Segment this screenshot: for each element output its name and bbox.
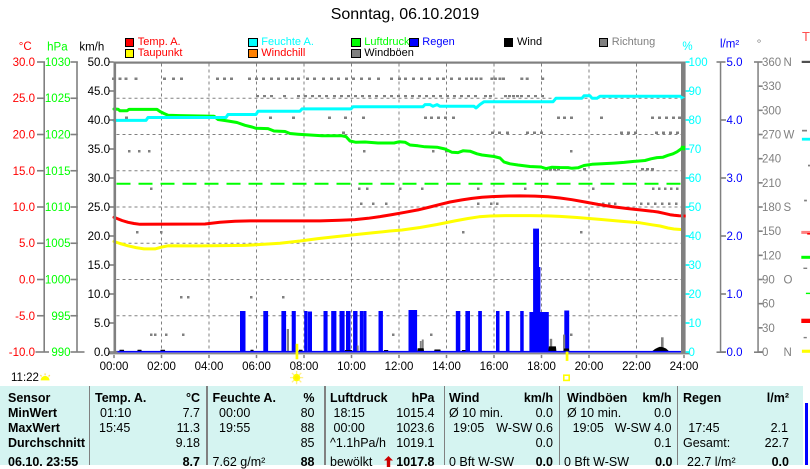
svg-text:180: 180 xyxy=(762,202,781,214)
svg-text:06:00: 06:00 xyxy=(242,361,271,373)
svg-text:%: % xyxy=(682,41,692,53)
svg-text:08:00: 08:00 xyxy=(290,361,319,373)
svg-text:80: 80 xyxy=(689,115,702,127)
svg-text:15.0: 15.0 xyxy=(88,260,110,272)
svg-text:995: 995 xyxy=(51,311,70,323)
svg-text:1005: 1005 xyxy=(45,238,71,250)
svg-text:15.0: 15.0 xyxy=(13,166,35,178)
svg-text:330: 330 xyxy=(762,81,781,93)
svg-text:1020: 1020 xyxy=(45,130,71,142)
svg-text:-5.0: -5.0 xyxy=(15,311,35,323)
svg-text:10:00: 10:00 xyxy=(337,361,366,373)
svg-text:4.0: 4.0 xyxy=(727,115,743,127)
svg-text:10.0: 10.0 xyxy=(13,202,35,214)
svg-text:25.0: 25.0 xyxy=(88,202,110,214)
svg-text:22:00: 22:00 xyxy=(622,361,651,373)
svg-text:N: N xyxy=(784,57,792,69)
svg-text:T: T xyxy=(802,29,810,44)
svg-text:00:00: 00:00 xyxy=(100,361,129,373)
svg-text:l/m²: l/m² xyxy=(720,39,739,51)
svg-text:0.0: 0.0 xyxy=(94,347,110,359)
svg-text:1030: 1030 xyxy=(45,57,71,69)
svg-text:20.0: 20.0 xyxy=(13,130,35,142)
svg-text:20.0: 20.0 xyxy=(88,231,110,243)
svg-text:3.0: 3.0 xyxy=(727,173,743,185)
svg-text:30.0: 30.0 xyxy=(13,57,35,69)
svg-text:35.0: 35.0 xyxy=(88,144,110,156)
svg-text:1010: 1010 xyxy=(45,202,71,214)
svg-text:1025: 1025 xyxy=(45,93,71,105)
svg-text:W: W xyxy=(784,130,795,142)
svg-text:04:00: 04:00 xyxy=(195,361,224,373)
svg-text:20:00: 20:00 xyxy=(575,361,604,373)
svg-text:990: 990 xyxy=(51,347,70,359)
svg-text:90: 90 xyxy=(762,275,775,287)
svg-text:100: 100 xyxy=(689,57,708,69)
svg-text:5.0: 5.0 xyxy=(727,57,743,69)
svg-text:12:00: 12:00 xyxy=(385,361,414,373)
svg-text:210: 210 xyxy=(762,178,781,190)
svg-text:25.0: 25.0 xyxy=(13,93,35,105)
svg-text:1015: 1015 xyxy=(45,166,71,178)
svg-text:60: 60 xyxy=(762,299,775,311)
svg-text:10.0: 10.0 xyxy=(88,289,110,301)
svg-text:45.0: 45.0 xyxy=(88,86,110,98)
svg-text:50.0: 50.0 xyxy=(88,57,110,69)
svg-text:150: 150 xyxy=(762,226,781,238)
svg-text:30: 30 xyxy=(762,323,775,335)
svg-text:S: S xyxy=(784,202,792,214)
svg-text:30.0: 30.0 xyxy=(88,173,110,185)
svg-text:60: 60 xyxy=(689,173,702,185)
svg-text:30: 30 xyxy=(689,260,702,272)
svg-text:10: 10 xyxy=(689,318,702,330)
svg-text:240: 240 xyxy=(762,154,781,166)
svg-text:0.0: 0.0 xyxy=(727,347,743,359)
svg-text:-10.0: -10.0 xyxy=(9,347,35,359)
svg-text:N: N xyxy=(784,347,792,359)
svg-text:20: 20 xyxy=(689,289,702,301)
svg-text:2.0: 2.0 xyxy=(727,231,743,243)
svg-text:70: 70 xyxy=(689,144,702,156)
svg-text:16:00: 16:00 xyxy=(480,361,509,373)
svg-text:°C: °C xyxy=(19,41,32,53)
svg-text:5.0: 5.0 xyxy=(94,318,110,330)
svg-text:5.0: 5.0 xyxy=(19,238,35,250)
svg-text:hPa: hPa xyxy=(47,42,68,54)
svg-text:02:00: 02:00 xyxy=(147,361,176,373)
svg-text:1.0: 1.0 xyxy=(727,289,743,301)
svg-text:40.0: 40.0 xyxy=(88,115,110,127)
svg-text:270: 270 xyxy=(762,130,781,142)
svg-text:1000: 1000 xyxy=(45,275,71,287)
svg-text:18:00: 18:00 xyxy=(527,361,556,373)
svg-text:km/h: km/h xyxy=(79,42,104,54)
svg-text:24:00: 24:00 xyxy=(670,361,699,373)
svg-text:120: 120 xyxy=(762,250,781,262)
svg-text:90: 90 xyxy=(689,86,702,98)
svg-text:0: 0 xyxy=(689,347,695,359)
svg-text:0: 0 xyxy=(762,347,768,359)
svg-text:O: O xyxy=(784,275,793,287)
svg-text:°: ° xyxy=(757,37,762,51)
svg-text:0.0: 0.0 xyxy=(19,275,35,287)
svg-text:14:00: 14:00 xyxy=(432,361,461,373)
svg-text:360: 360 xyxy=(762,57,781,69)
svg-text:40: 40 xyxy=(689,231,702,243)
svg-text:300: 300 xyxy=(762,105,781,117)
svg-text:50: 50 xyxy=(689,202,702,214)
